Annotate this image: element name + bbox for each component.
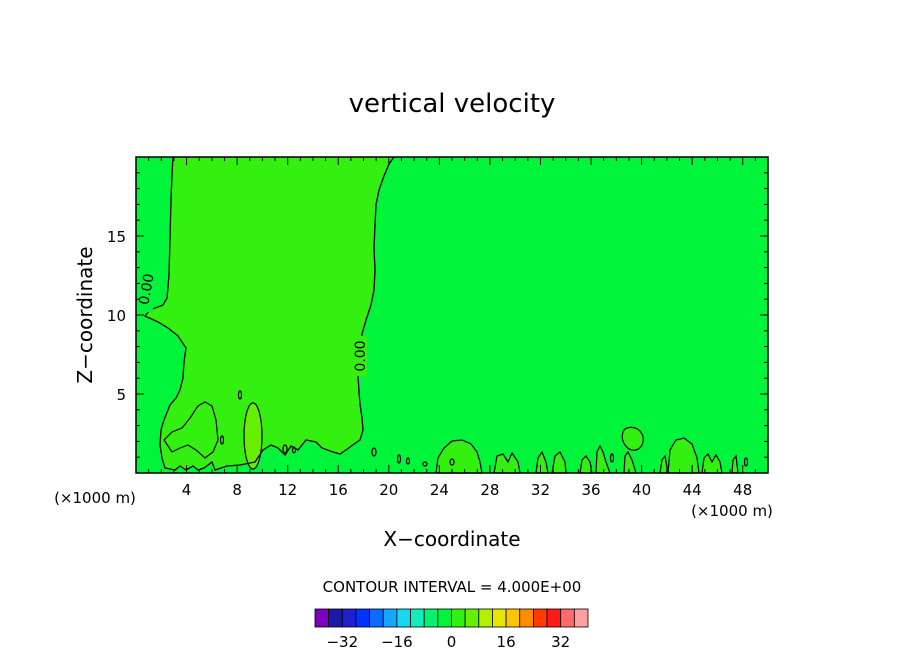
colorbar-swatch [505, 608, 521, 628]
y-tick-label: 10 [107, 307, 126, 325]
colorbar-swatch [396, 608, 411, 628]
colorbar-swatch [314, 608, 330, 628]
lower-updraft-contour [163, 401, 219, 459]
colorbar-swatch [464, 608, 480, 628]
colorbar-tick-labels: −32 −16 0 16 32 [326, 633, 570, 651]
contour-label-zero-mid: 0.00 [353, 340, 369, 371]
x-tick-label: 16 [329, 481, 348, 499]
x-axis-ticks: 4 8 12 16 20 24 28 32 36 40 44 48 [148, 157, 756, 499]
colorbar-tick-label: 0 [447, 633, 457, 651]
x-unit-left: (×1000 m) [54, 489, 136, 507]
x-tick-label: 12 [278, 481, 297, 499]
colorbar-swatch [423, 608, 439, 628]
isolated-updraft-cell [621, 426, 644, 451]
x-tick-label: 48 [733, 481, 752, 499]
colorbar-swatch [546, 608, 562, 628]
colorbar-swatch [355, 608, 371, 628]
colorbar-swatch [478, 608, 493, 628]
colorbar-tick-label: 16 [497, 633, 516, 651]
x-tick-label: 44 [683, 481, 702, 499]
colorbar-swatch [451, 608, 466, 628]
colorbar-swatch [560, 608, 575, 628]
colorbar-swatch [573, 608, 589, 628]
x-tick-label: 28 [480, 481, 499, 499]
colorbar-swatch [519, 608, 534, 628]
colorbar-swatch [369, 608, 384, 628]
colorbar-tick-label: −16 [381, 633, 413, 651]
colorbar-swatch [533, 608, 548, 628]
colorbar-tick-label: 32 [551, 633, 570, 651]
x-tick-label: 32 [531, 481, 550, 499]
y-axis-label: Z−coordinate [73, 246, 97, 383]
colorbar-swatch [341, 608, 357, 628]
colorbar-swatch [492, 608, 507, 628]
surface-updraft-bumps [435, 437, 739, 474]
x-tick-label: 36 [581, 481, 600, 499]
y-tick-label: 5 [116, 386, 126, 404]
updraft-column-fill [145, 157, 394, 470]
chart-title: vertical velocity [349, 89, 556, 119]
y-tick-label: 15 [107, 228, 126, 246]
contour-interval-text: CONTOUR INTERVAL = 4.000E+00 [323, 578, 582, 596]
x-axis-label: X−coordinate [383, 527, 520, 551]
colorbar-swatch [382, 608, 398, 628]
colorbar-swatch [410, 608, 425, 628]
x-tick-label: 40 [632, 481, 651, 499]
x-unit-right: (×1000 m) [691, 502, 773, 520]
zero-contour-line [143, 156, 395, 471]
contour-field: 0.00 0.00 [135, 156, 769, 474]
contour-label-zero-left: 0.00 [136, 273, 157, 306]
colorbar-tick-label: −32 [326, 633, 358, 651]
x-tick-label: 20 [379, 481, 398, 499]
updraft-core-fill [243, 402, 263, 470]
x-tick-label: 4 [182, 481, 192, 499]
x-tick-label: 8 [232, 481, 242, 499]
y-axis-ticks: 5 10 15 [107, 172, 768, 458]
colorbar-swatch [437, 608, 452, 628]
x-tick-label: 24 [430, 481, 449, 499]
colorbar [314, 608, 589, 628]
small-contour-cells [219, 390, 749, 467]
colorbar-swatch [328, 608, 343, 628]
